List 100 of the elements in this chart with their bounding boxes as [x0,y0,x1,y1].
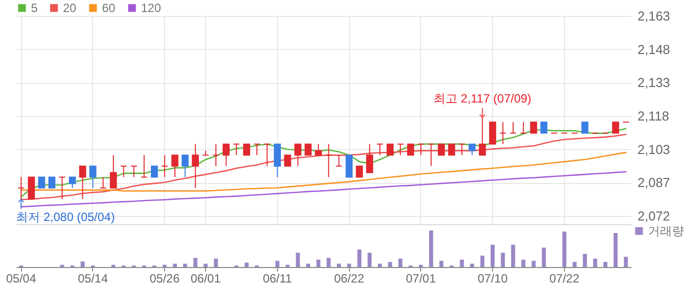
candlestick [274,144,281,178]
candlestick [182,154,189,178]
bar [193,258,198,267]
annotation: 최고 2,117 (07/09) [433,92,532,106]
annotation: 최저 2,080 (05/04) [16,210,115,224]
y-tick-label: 2,163 [638,8,670,24]
legend-label: 120 [141,1,162,15]
line-series [20,171,627,208]
bar [368,252,372,267]
candlestick [458,144,466,156]
candlestick [79,166,86,200]
candlestick [407,144,414,156]
y-tick-label: 2,087 [638,175,670,190]
candlestick [417,144,424,156]
bar [614,233,618,267]
bar [429,230,434,267]
bar [593,258,598,267]
candlestick [232,144,240,156]
x-tick-label: 06/01 [190,272,221,286]
bar [172,264,177,267]
x-tick-label: 07/01 [406,272,436,286]
candlestick [48,176,56,189]
candlestick [171,154,178,178]
bar [357,249,362,267]
bar [326,258,331,267]
candlestick [581,122,588,134]
x-tick-label: 06/11 [262,272,292,286]
bar [378,264,382,267]
bar [336,264,341,267]
candlestick [540,122,548,134]
candlestick [489,122,496,145]
x-tick-label: 07/10 [478,272,508,286]
candlestick [264,144,271,167]
candlestick [346,154,353,178]
candlestick [284,154,292,167]
bar [244,262,249,267]
x-tick-label: 07/22 [549,272,580,286]
candlestick [89,166,96,189]
candlestick [448,144,456,156]
candlestick [294,144,302,167]
legend-label: 거래량 [648,224,684,238]
legend-label: 5 [31,1,38,15]
bar [183,264,188,267]
bar [572,262,577,267]
candlestick [68,176,76,189]
candlestick [335,154,342,167]
candlestick [38,176,46,189]
candlestick [612,122,620,134]
candlestick [140,154,148,178]
bar [275,260,280,267]
bar [460,260,464,267]
candlestick [243,144,250,156]
x-tick-label: 06/22 [334,272,364,286]
bar [306,264,310,267]
y-tick-label: 2,133 [638,75,670,90]
candlestick [130,166,138,178]
line-series [20,152,627,192]
bar [542,248,546,267]
candlestick [212,144,220,167]
y-tick-label: 2,103 [638,142,670,157]
bar [521,260,526,267]
legend-label: 60 [102,1,116,15]
bar [398,258,402,267]
candlestick [314,144,322,156]
candlestick [438,144,445,156]
bar [439,260,444,267]
candlestick [325,144,332,178]
bar [511,244,516,267]
candlestick [468,144,476,156]
candlestick [192,144,199,189]
candlestick [396,144,404,156]
y-tick-label: 2,148 [638,42,670,57]
bar [347,264,352,267]
candlestick [376,144,384,156]
candlestick [428,144,435,167]
bar [296,252,300,267]
candlestick [386,144,394,156]
bar [490,244,495,267]
candlestick [161,154,168,178]
bar [388,262,392,267]
candlestick [356,166,363,178]
y-tick-label: 2,118 [638,108,670,124]
x-tick-label: 05/26 [150,272,180,286]
candlestick [530,122,538,134]
candlestick [120,166,128,178]
bar [562,232,566,267]
bar [603,262,608,267]
candlestick [28,176,35,200]
bar [316,260,320,267]
bar [480,256,484,267]
bar [500,252,505,267]
candlestick [520,122,527,134]
x-tick-label: 05/04 [6,272,36,286]
candlestick [253,144,260,156]
bar [204,264,208,267]
bar [80,262,85,267]
candlestick [58,176,66,200]
x-tick-label: 05/14 [78,272,108,286]
candlestick [150,166,158,178]
candlestick [499,122,506,145]
